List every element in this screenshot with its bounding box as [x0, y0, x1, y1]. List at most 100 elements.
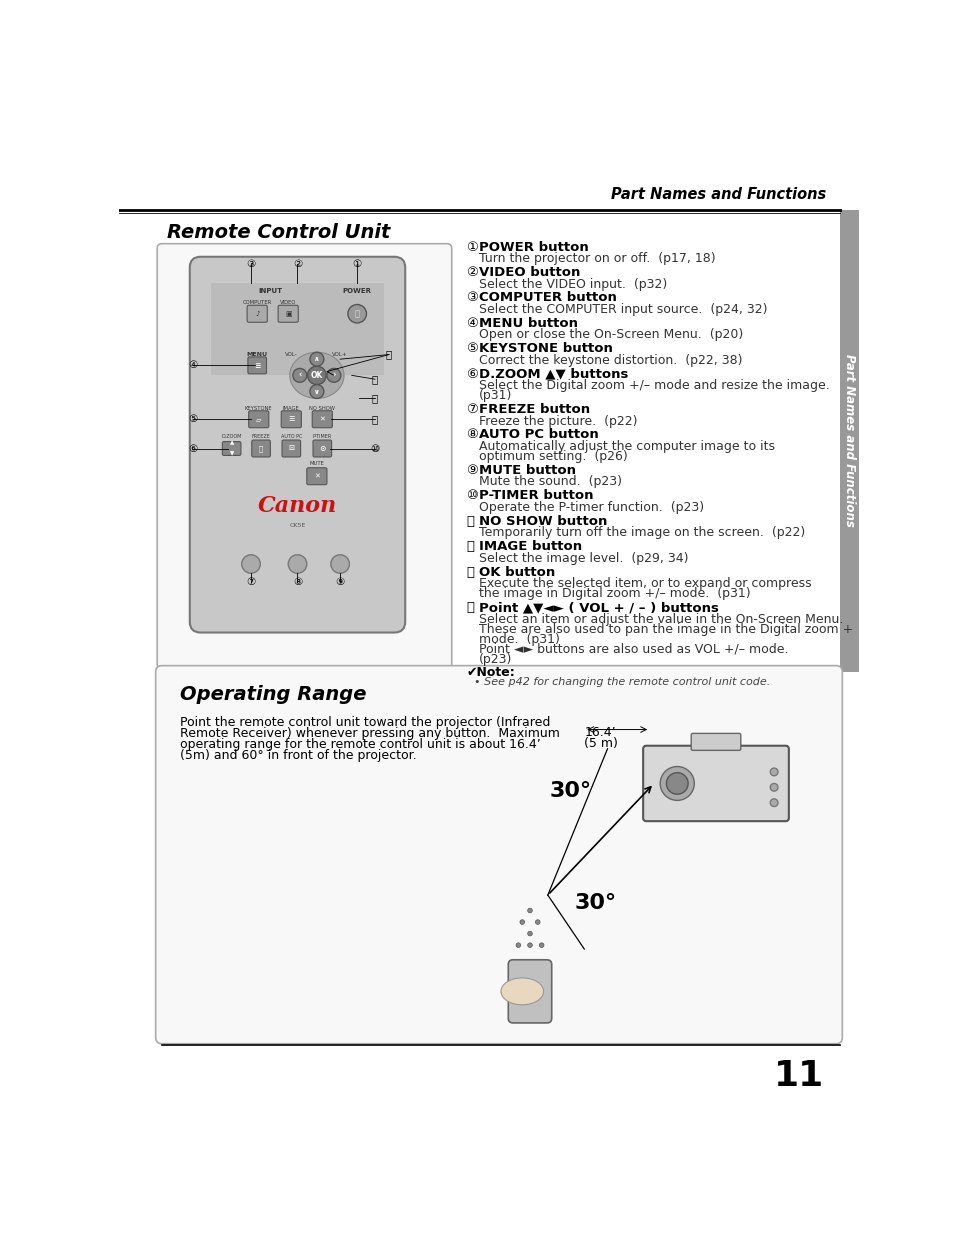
Text: ⑤: ⑤ — [188, 414, 197, 425]
FancyBboxPatch shape — [157, 243, 452, 668]
Text: ⑨: ⑨ — [466, 464, 477, 477]
FancyBboxPatch shape — [155, 666, 841, 1044]
Text: NO SHOW: NO SHOW — [309, 406, 335, 411]
Text: ▱: ▱ — [255, 416, 261, 422]
FancyBboxPatch shape — [282, 440, 300, 457]
Text: Point ▲▼◄► ( VOL + / – ) buttons: Point ▲▼◄► ( VOL + / – ) buttons — [478, 601, 718, 614]
Text: ④: ④ — [466, 317, 477, 330]
Text: ▼: ▼ — [230, 451, 233, 457]
Text: OK button: OK button — [478, 566, 555, 578]
Ellipse shape — [290, 352, 344, 399]
Text: (5m) and 60° in front of the projector.: (5m) and 60° in front of the projector. — [179, 748, 416, 762]
Text: ③: ③ — [246, 258, 255, 269]
Text: P-TIMER: P-TIMER — [313, 433, 332, 438]
Text: P-TIMER button: P-TIMER button — [478, 489, 593, 503]
Text: KEYSTONE button: KEYSTONE button — [478, 342, 612, 356]
Circle shape — [769, 768, 778, 776]
Text: ⑦: ⑦ — [466, 403, 477, 416]
FancyBboxPatch shape — [190, 257, 405, 632]
Circle shape — [293, 368, 307, 383]
FancyBboxPatch shape — [252, 440, 270, 457]
FancyBboxPatch shape — [222, 442, 241, 456]
Circle shape — [331, 555, 349, 573]
Text: ②: ② — [466, 266, 477, 279]
Text: ⑨: ⑨ — [335, 577, 344, 587]
Text: D.ZOOM ▲▼ buttons: D.ZOOM ▲▼ buttons — [478, 368, 628, 380]
Text: Execute the selected item, or to expand or compress: Execute the selected item, or to expand … — [478, 577, 811, 590]
Text: POWER: POWER — [342, 288, 372, 294]
Text: Operating Range: Operating Range — [179, 685, 366, 704]
Text: ⑤: ⑤ — [466, 342, 477, 356]
Text: MUTE button: MUTE button — [478, 464, 576, 477]
Text: MUTE: MUTE — [309, 462, 324, 467]
Text: ④: ④ — [188, 361, 197, 370]
Circle shape — [659, 767, 694, 800]
Text: Point ◄► buttons are also used as VOL +/– mode.: Point ◄► buttons are also used as VOL +/… — [478, 642, 787, 656]
Text: operating range for the remote control unit is about 16.4’: operating range for the remote control u… — [179, 739, 540, 751]
Text: ①: ① — [466, 241, 477, 253]
Text: Automatically adjust the computer image to its: Automatically adjust the computer image … — [478, 440, 774, 453]
Text: ⊙: ⊙ — [318, 445, 325, 453]
Circle shape — [241, 555, 260, 573]
Text: ②: ② — [293, 258, 302, 269]
Text: VIDEO: VIDEO — [280, 300, 296, 305]
Text: Open or close the On-Screen Menu.  (p20): Open or close the On-Screen Menu. (p20) — [478, 329, 742, 341]
Text: ⑬: ⑬ — [372, 374, 377, 384]
Circle shape — [310, 352, 323, 366]
Text: KEYSTONE: KEYSTONE — [245, 406, 273, 411]
Text: ⑥: ⑥ — [466, 368, 477, 380]
Text: ›: › — [332, 370, 335, 380]
Text: (p23): (p23) — [478, 652, 512, 666]
Text: 30°: 30° — [549, 782, 591, 802]
Text: Select the Digital zoom +/– mode and resize the image.: Select the Digital zoom +/– mode and res… — [478, 379, 829, 393]
Text: ✔Note:: ✔Note: — [466, 667, 515, 679]
Text: the image in Digital zoom +/– mode.  (p31): the image in Digital zoom +/– mode. (p31… — [478, 587, 750, 600]
Text: Correct the keystone distortion.  (p22, 38): Correct the keystone distortion. (p22, 3… — [478, 353, 741, 367]
Text: ⑭: ⑭ — [385, 350, 392, 359]
Text: OK: OK — [311, 370, 323, 380]
Circle shape — [538, 942, 543, 947]
FancyBboxPatch shape — [281, 411, 301, 427]
Text: (p31): (p31) — [478, 389, 512, 403]
Circle shape — [310, 384, 323, 399]
Text: ⑥: ⑥ — [188, 443, 197, 453]
Text: ⑩: ⑩ — [466, 489, 477, 503]
FancyBboxPatch shape — [307, 468, 327, 484]
Text: • See p42 for changing the remote control unit code.: • See p42 for changing the remote contro… — [474, 677, 770, 687]
Text: Canon: Canon — [257, 495, 336, 517]
Text: 11: 11 — [774, 1060, 823, 1093]
Text: INPUT: INPUT — [258, 288, 282, 294]
Ellipse shape — [500, 978, 543, 1005]
Text: 30°: 30° — [574, 893, 616, 913]
Text: Mute the sound.  (p23): Mute the sound. (p23) — [478, 475, 621, 489]
Circle shape — [516, 942, 520, 947]
Text: These are also used to pan the image in the Digital zoom +: These are also used to pan the image in … — [478, 622, 852, 636]
Circle shape — [527, 908, 532, 913]
Text: ⑦: ⑦ — [246, 577, 255, 587]
Circle shape — [519, 920, 524, 924]
Circle shape — [527, 931, 532, 936]
Text: ∧: ∧ — [314, 356, 319, 362]
Text: ③: ③ — [466, 291, 477, 304]
Text: FREEZE button: FREEZE button — [478, 403, 589, 416]
Text: ≡: ≡ — [253, 361, 260, 369]
Text: AUTO PC: AUTO PC — [280, 433, 302, 438]
FancyBboxPatch shape — [249, 411, 269, 427]
Text: Part Names and Functions: Part Names and Functions — [841, 354, 855, 527]
Text: ⑧: ⑧ — [293, 577, 302, 587]
FancyBboxPatch shape — [212, 283, 383, 375]
Text: ⏻: ⏻ — [355, 309, 359, 319]
Text: COMPUTER: COMPUTER — [242, 300, 272, 305]
Text: ⑪: ⑪ — [372, 414, 377, 425]
Text: Remote Receiver) whenever pressing any button.  Maximum: Remote Receiver) whenever pressing any b… — [179, 727, 559, 740]
Text: ✕: ✕ — [314, 473, 319, 479]
Text: ☰: ☰ — [288, 416, 294, 422]
Text: CK5E: CK5E — [289, 522, 305, 529]
Text: VOL+: VOL+ — [332, 352, 348, 357]
Text: ⊡: ⊡ — [288, 446, 294, 452]
FancyBboxPatch shape — [691, 734, 740, 751]
FancyBboxPatch shape — [313, 440, 332, 457]
Text: optimum setting.  (p26): optimum setting. (p26) — [478, 450, 627, 463]
Circle shape — [307, 366, 326, 384]
Text: Select the VIDEO input.  (p32): Select the VIDEO input. (p32) — [478, 278, 666, 290]
